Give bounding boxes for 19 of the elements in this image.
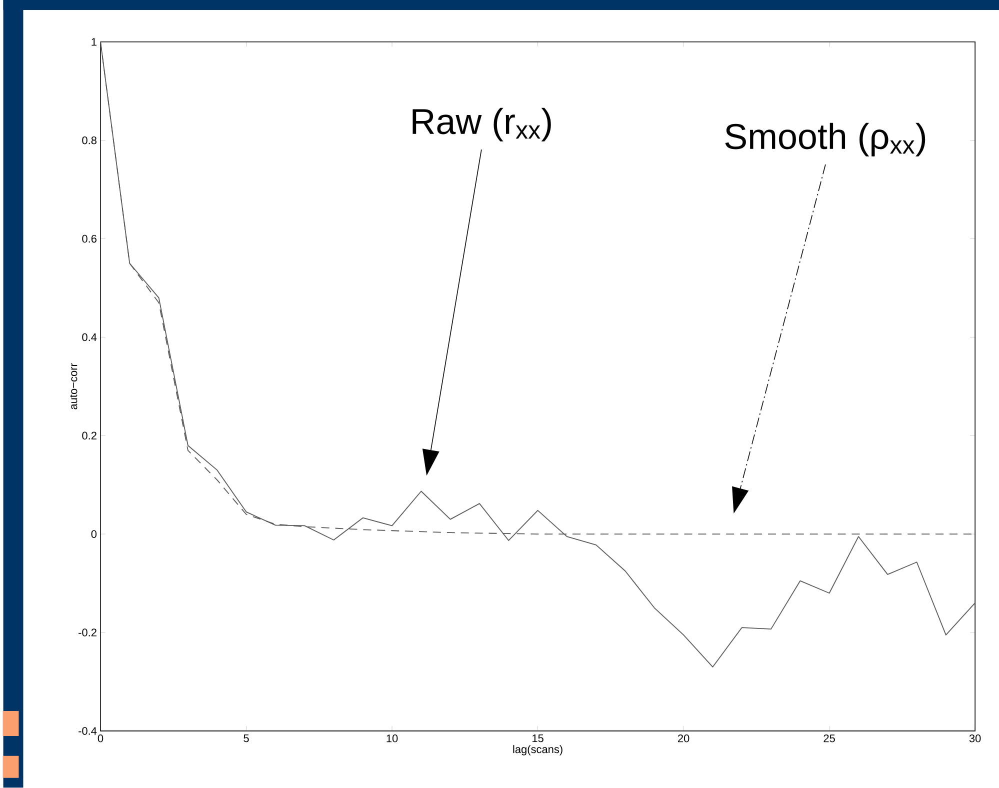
x-tick-label: 30	[969, 734, 981, 742]
x-axis-title: lag(scans)	[513, 745, 562, 756]
y-tick-label: 0.8	[82, 136, 96, 144]
x-tick-label: 15	[532, 734, 544, 742]
y-tick-label: 0	[91, 530, 97, 538]
y-axis-title: auto−corr	[70, 363, 78, 410]
annotation: Raw (r$_{xx}$)	[412, 108, 551, 142]
annotation: Smooth (ρ$_{xx}$)	[725, 122, 926, 156]
x-tick-label: 25	[824, 734, 835, 742]
x-tick-label: 20	[678, 734, 690, 742]
y-tick-label: 0.6	[82, 234, 96, 243]
x-tick-label: 0	[98, 734, 104, 742]
x-tick-label: 10	[386, 734, 398, 742]
y-tick-label: 1	[92, 38, 96, 46]
y-tick-label: 0.4	[82, 333, 97, 342]
y-tick-label: -0.4	[78, 727, 97, 735]
x-tick-label: 5	[244, 734, 249, 742]
y-tick-label: -0.2	[78, 628, 96, 636]
y-tick-label: 0.2	[82, 432, 96, 440]
